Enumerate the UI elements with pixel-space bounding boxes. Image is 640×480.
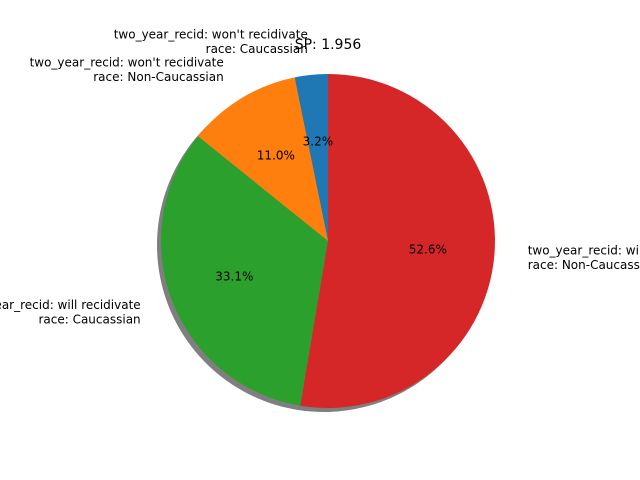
slice-two-year-recid-will-recidivate-race-non-caucassian xyxy=(300,74,495,408)
chart-title: SP: 1.956 xyxy=(295,37,362,53)
percent-label-two-year-recid-will-recidivate-race-non-caucassian: 52.6% xyxy=(409,242,447,256)
slice-two-year-recid-won-t-recidivate-race-non-caucassian xyxy=(197,77,328,242)
percent-label-two-year-recid-will-recidivate-race-caucassian: 33.1% xyxy=(215,270,253,284)
slice-label-two-year-recid-won-t-recidivate-race-caucassian: two_year_recid: won't recidivate race: Ca… xyxy=(114,27,308,56)
percent-label-two-year-recid-won-t-recidivate-race-caucassian: 3.2% xyxy=(303,134,334,148)
slice-labels: two_year_recid: won't recidivate race: Ca… xyxy=(0,27,640,326)
percent-labels: 3.2% 11.0% 33.1% 52.6% xyxy=(215,134,447,283)
pie-slices xyxy=(160,74,495,408)
slice-label-two-year-recid-won-t-recidivate-race-non-caucassian: two_year_recid: won't recidivate race: No… xyxy=(30,56,224,85)
percent-label-two-year-recid-won-t-recidivate-race-non-caucassian: 11.0% xyxy=(257,148,295,162)
slice-two-year-recid-won-t-recidivate-race-caucassian xyxy=(294,74,328,241)
slice-two-year-recid-will-recidivate-race-caucassian xyxy=(160,136,328,406)
